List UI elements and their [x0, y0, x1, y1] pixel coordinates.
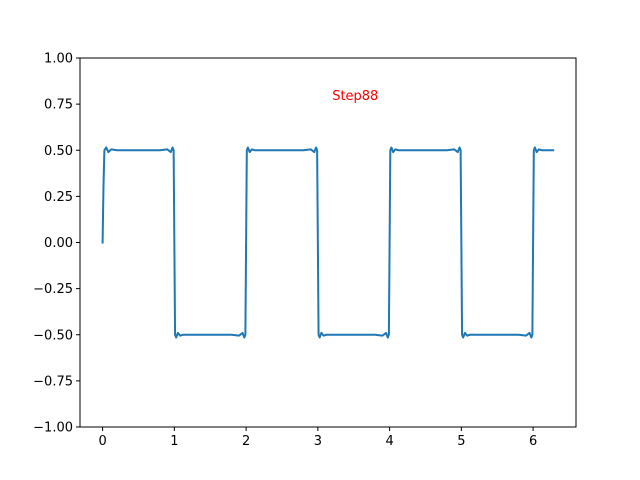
- plot-area: [101, 146, 555, 339]
- y-tick-label: −0.50: [33, 328, 73, 343]
- x-tick-label: 1: [170, 434, 178, 449]
- y-tick-label: 0.00: [44, 236, 73, 251]
- x-tick-label: 0: [98, 434, 106, 449]
- step-annotation: Step88: [332, 89, 378, 104]
- x-tick-label: 2: [242, 434, 250, 449]
- y-tick-label: 0.25: [44, 190, 73, 205]
- y-tick-label: 1.00: [44, 52, 73, 67]
- y-tick-label: −0.25: [33, 282, 73, 297]
- y-tick-label: 0.50: [44, 144, 73, 159]
- x-tick-label: 6: [529, 434, 537, 449]
- x-tick-label: 3: [314, 434, 322, 449]
- y-tick-label: −1.00: [33, 421, 73, 436]
- x-tick-label: 5: [457, 434, 465, 449]
- axes: 0 1 2 3 4 5 6 1.00 0.75 0.50 0.25 0.00 −0.25 −0.50 −0.…: [33, 52, 577, 449]
- x-tick-label: 4: [385, 434, 393, 449]
- y-tick-label: 0.75: [44, 98, 73, 113]
- y-tick-label: −0.75: [33, 374, 73, 389]
- series-line-1: [101, 146, 555, 339]
